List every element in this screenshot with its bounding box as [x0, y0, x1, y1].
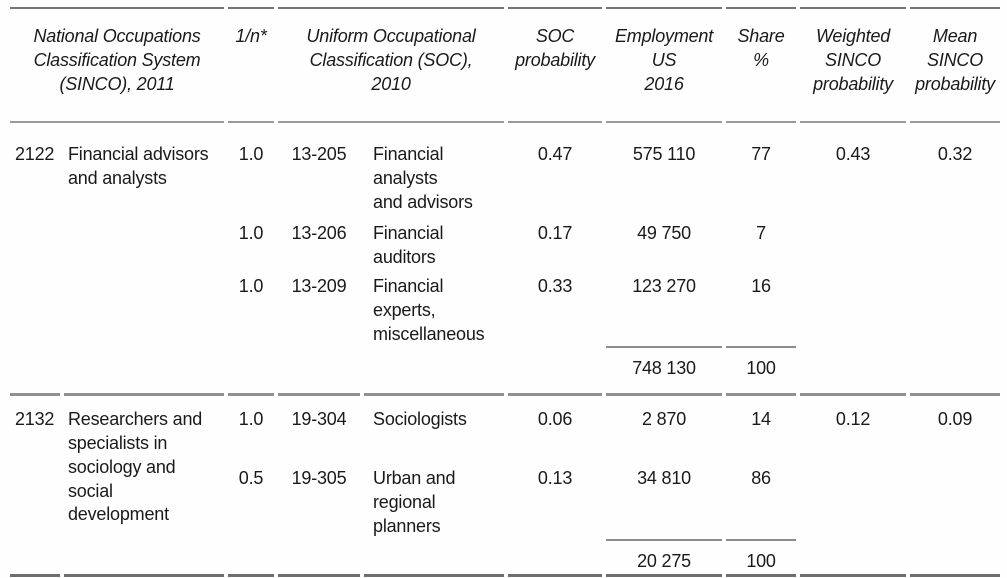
table-row: 2132 Researchers and specialists in soci… [10, 396, 1000, 577]
cell-one-over-n: 1.0 [238, 409, 264, 430]
cell-soc-title: Financial auditors [373, 223, 444, 267]
cell-sinco-title: Financial advisors and analysts [64, 123, 225, 397]
cell-employment: 49 750 [637, 223, 691, 243]
cell-empty [800, 465, 906, 538]
cell-employment: 123 270 [632, 276, 696, 296]
cell-empty [364, 539, 505, 577]
header-soc: Uniform Occupational Classification (SOC… [278, 7, 505, 123]
cell-empty [910, 273, 1000, 346]
cell-soc-code: 13-209 [291, 276, 347, 296]
cell-employment: 34 810 [637, 468, 691, 489]
cell-one-over-n: 1.0 [238, 276, 264, 296]
cell-share-total: 100 [726, 538, 797, 577]
header-mean-sinco-probability: Mean SINCO probability [910, 7, 1001, 123]
cell-empty [508, 346, 603, 397]
cell-one-over-n: 1.0 [238, 144, 264, 164]
cell-weighted-probability: 0.43 [835, 144, 871, 164]
header-soc-probability: SOC probability [508, 7, 603, 123]
cell-empty [800, 346, 907, 397]
cell-empty [800, 220, 906, 273]
cell-share: 16 [751, 276, 771, 296]
cell-soc-probability: 0.06 [537, 409, 573, 430]
subtotal-row: 20 275 100 [10, 538, 1001, 577]
sinco-soc-crosswalk-table: National Occupations Classification Syst… [6, 7, 1004, 577]
cell-one-over-n: 1.0 [238, 223, 264, 243]
table-row: 1.0 13-209 Financial experts, miscellane… [10, 273, 1000, 346]
cell-empty [800, 273, 906, 346]
cell-one-over-n: 0.5 [238, 468, 264, 489]
cell-mean-probability: 0.09 [937, 409, 973, 430]
header-share: Share % [726, 7, 797, 123]
cell-share: 77 [751, 144, 771, 164]
cell-sinco-code: 2132 [10, 396, 60, 577]
cell-soc-probability: 0.13 [537, 468, 573, 489]
cell-sinco-title: Researchers and specialists in sociology… [64, 396, 225, 577]
table-row: 0.5 19-305 Urban and regional planners 0… [10, 465, 1000, 538]
cell-soc-probability: 0.33 [537, 276, 573, 296]
cell-empty [508, 539, 603, 577]
cell-employment: 2 870 [642, 409, 687, 430]
cell-empty [228, 539, 275, 577]
table-header-row: National Occupations Classification Syst… [10, 7, 1001, 123]
header-one-over-n: 1/n* [228, 7, 275, 123]
header-weighted-sinco-probability: Weighted SINCO probability [800, 7, 907, 123]
cell-empty [364, 346, 505, 397]
cell-soc-code: 13-206 [291, 223, 347, 243]
header-employment: Employment US 2016 [606, 7, 723, 123]
table-row: 2122 Financial advisors and analysts 1.0… [10, 123, 1000, 397]
cell-empty [800, 539, 907, 577]
cell-share-total: 100 [726, 346, 797, 397]
cell-employment: 575 110 [632, 144, 696, 164]
header-sinco: National Occupations Classification Syst… [10, 7, 225, 123]
cell-sinco-code: 2122 [10, 123, 60, 397]
cell-share: 7 [756, 223, 766, 243]
subtotal-row: 748 130 100 [10, 346, 1001, 397]
cell-soc-title: Sociologists [373, 409, 467, 430]
cell-empty [910, 465, 1000, 538]
cell-empty [910, 346, 1001, 397]
cell-empty [910, 539, 1001, 577]
cell-share: 14 [751, 409, 771, 430]
cell-employment-total: 20 275 [606, 538, 723, 577]
cell-soc-code: 13-205 [291, 144, 347, 164]
cell-empty [228, 346, 275, 397]
cell-soc-title: Financial analysts and advisors [373, 144, 473, 212]
cell-soc-title: Urban and regional planners [373, 468, 456, 536]
cell-empty [278, 539, 361, 577]
cell-employment-total: 748 130 [606, 346, 723, 397]
cell-soc-probability: 0.47 [537, 144, 573, 164]
cell-share: 86 [751, 468, 771, 489]
cell-weighted-probability: 0.12 [835, 409, 871, 430]
cell-soc-title: Financial experts, miscellaneous [373, 276, 485, 344]
cell-soc-probability: 0.17 [537, 223, 573, 243]
cell-soc-code: 19-304 [291, 409, 347, 430]
cell-mean-probability: 0.32 [937, 144, 973, 164]
cell-empty [910, 220, 1000, 273]
table-row: 1.0 13-206 Financial auditors 0.17 49 75… [10, 220, 1000, 273]
cell-empty [278, 346, 361, 397]
cell-soc-code: 19-305 [291, 468, 347, 489]
